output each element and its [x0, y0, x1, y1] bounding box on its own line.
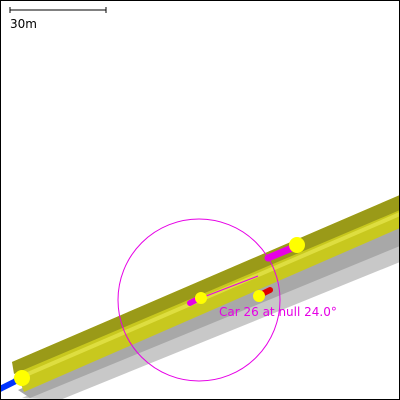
scale-bar — [9, 7, 107, 13]
vehicle-marker-center[interactable] — [253, 290, 265, 302]
vehicle-marker-selected[interactable] — [195, 292, 207, 304]
selection-ring — [117, 218, 281, 382]
car-heading-line — [200, 275, 259, 299]
car-trail-right — [264, 244, 296, 262]
scale-bar-label: 30m — [10, 17, 37, 31]
road-centerline — [13, 212, 400, 382]
car-annotation-label: Car 26 at null 24.0° — [219, 305, 337, 319]
vehicle-marker-right[interactable] — [289, 237, 305, 253]
vehicle-marker-left[interactable] — [14, 370, 30, 386]
